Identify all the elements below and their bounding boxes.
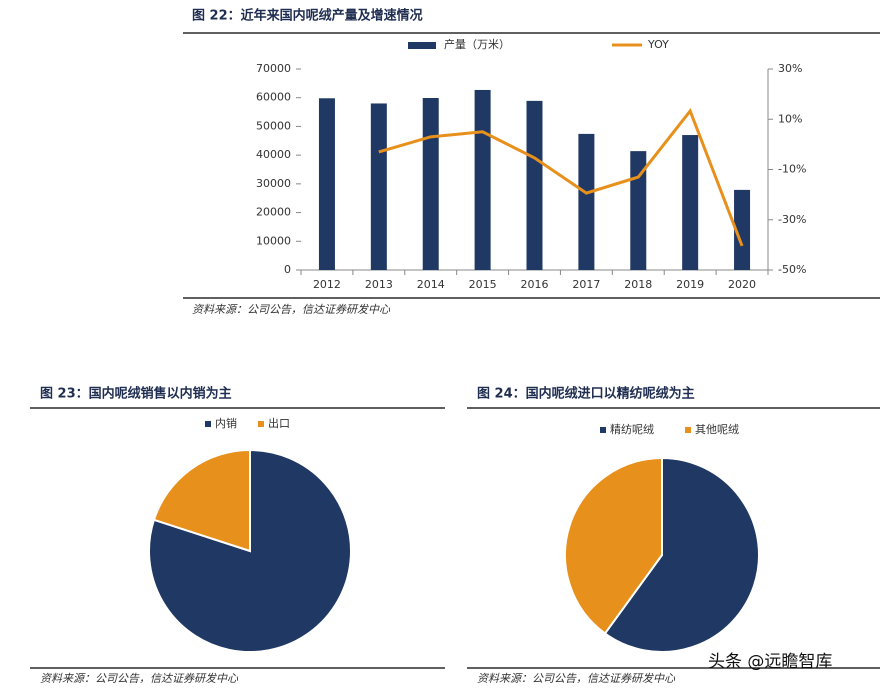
y-tick-label: 30000 [256, 177, 291, 190]
y2-tick-label: 30% [778, 62, 802, 75]
legend-label: 精纺呢绒 [610, 422, 654, 436]
line [378, 107, 744, 247]
bar [318, 98, 335, 270]
chart-title: 图 22：近年来国内呢绒产量及增速情况 [192, 8, 423, 24]
x-tick-label: 2018 [624, 278, 652, 291]
legend-swatch [408, 42, 436, 49]
watermark: 头条 @远瞻智库 [708, 652, 832, 672]
y-tick-label: 60000 [256, 91, 291, 104]
legend-swatch [600, 427, 606, 433]
source: 资料来源：公司公告，信达证券研发中心 [40, 672, 239, 685]
y2-tick-label: -50% [778, 263, 806, 276]
pie-slice [152, 448, 251, 553]
y-tick-label: 70000 [256, 62, 291, 75]
y-tick-label: 20000 [256, 206, 291, 219]
y2-tick-label: -10% [778, 163, 806, 176]
bar [422, 98, 439, 270]
source: 资料来源：公司公告，信达证券研发中心 [192, 303, 391, 316]
y-tick-label: 50000 [256, 119, 291, 132]
legend-label: 出口 [268, 416, 290, 430]
x-tick-label: 2016 [521, 278, 549, 291]
x-tick-label: 2015 [469, 278, 497, 291]
bar [526, 100, 543, 270]
legend-swatch [205, 421, 211, 427]
legend-swatch [685, 427, 691, 433]
bar [370, 103, 387, 270]
x-tick-label: 2020 [728, 278, 756, 291]
legend-label: 内销 [215, 416, 237, 430]
bar [734, 189, 751, 270]
legend-swatch [258, 421, 264, 427]
bar [630, 151, 647, 270]
bar [682, 135, 699, 270]
y-tick-label: 40000 [256, 148, 291, 161]
x-tick-label: 2019 [676, 278, 704, 291]
y2-tick-label: -30% [778, 213, 806, 226]
pie-slice [564, 456, 663, 635]
legend-label: 其他呢绒 [695, 423, 739, 436]
x-tick-label: 2017 [572, 278, 600, 291]
x-tick-label: 2013 [365, 278, 393, 291]
chart-title: 图 24：国内呢绒进口以精纺呢绒为主 [477, 386, 695, 402]
pie-slice [603, 456, 760, 653]
x-tick-label: 2012 [313, 278, 341, 291]
x-tick-label: 2014 [417, 278, 445, 291]
legend-label: 产量（万米） [444, 37, 510, 51]
y-tick-label: 0 [284, 263, 291, 276]
legend-label: YOY [647, 38, 669, 51]
y2-tick-label: 10% [778, 112, 802, 125]
bar [578, 133, 595, 270]
source: 资料来源：公司公告，信达证券研发中心 [477, 672, 676, 685]
y-tick-label: 10000 [256, 234, 291, 247]
bar [474, 89, 491, 270]
chart-title: 图 23：国内呢绒销售以内销为主 [40, 386, 232, 402]
